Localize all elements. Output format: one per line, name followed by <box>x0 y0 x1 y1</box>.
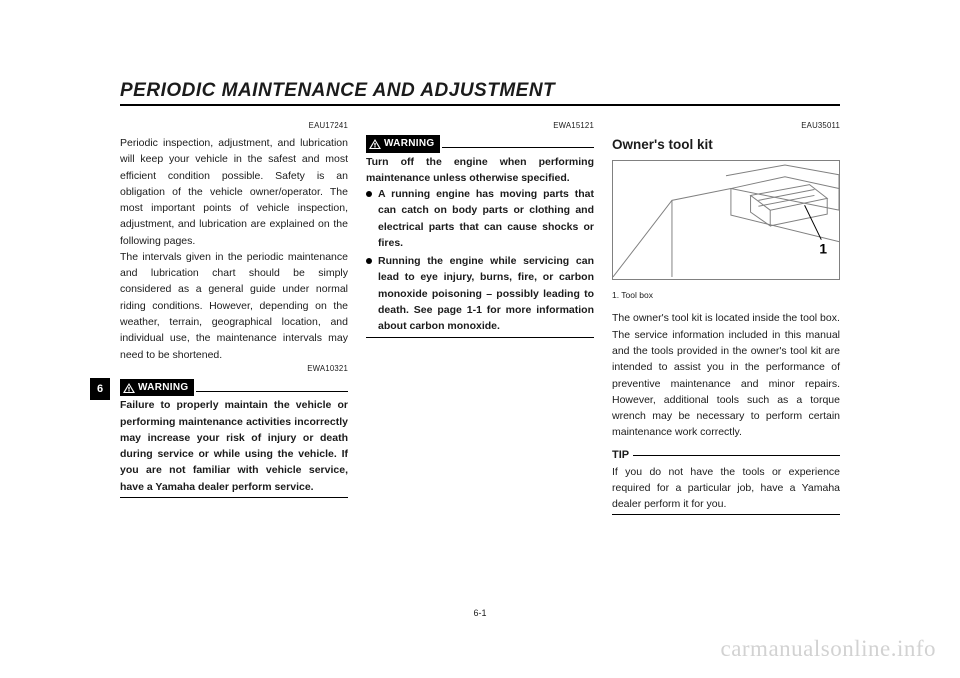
list-item: A running engine has moving parts that c… <box>366 186 594 251</box>
column-1: EAU17241 Periodic inspection, adjustment… <box>120 120 348 515</box>
bullet-text: Running the engine while servicing can l… <box>378 253 594 334</box>
callout-number: 1 <box>819 241 827 256</box>
header-rule <box>120 104 840 106</box>
warning-lead: Turn off the engine when performing main… <box>366 154 594 187</box>
illustration-caption: 1. Tool box <box>612 289 840 302</box>
section-tab: 6 <box>90 378 110 400</box>
tip-label: TIP <box>612 447 629 464</box>
warning-text: Failure to properly maintain the vehicle… <box>120 397 348 495</box>
page: PERIODIC MAINTENANCE AND ADJUSTMENT 6 EA… <box>0 0 960 678</box>
warning-badge: WARNING <box>366 135 440 153</box>
page-title: PERIODIC MAINTENANCE AND ADJUSTMENT <box>120 80 840 102</box>
warning-rule <box>196 391 348 392</box>
watermark: carmanualsonline.info <box>720 636 936 662</box>
section-title: Owner's tool kit <box>612 135 840 156</box>
tip-heading: TIP <box>612 447 840 464</box>
warning-bullets: A running engine has moving parts that c… <box>366 186 594 334</box>
warning-badge: WARNING <box>120 379 194 397</box>
warning-heading: WARNING <box>366 135 594 153</box>
body-paragraph: The owner's tool kit is located inside t… <box>612 310 840 326</box>
warning-rule <box>442 147 594 148</box>
ref-code: EWA15121 <box>366 120 594 132</box>
end-rule <box>366 337 594 338</box>
bullet-icon <box>366 258 372 264</box>
intro-paragraph: Periodic inspection, adjustment, and lub… <box>120 135 348 249</box>
bullet-icon <box>366 191 372 197</box>
intervals-paragraph: The intervals given in the periodic main… <box>120 249 348 363</box>
warning-triangle-icon <box>123 383 135 393</box>
column-2: EWA15121 WARNING Turn off the engine whe… <box>366 120 594 515</box>
ref-code: EWA10321 <box>120 363 348 375</box>
warning-heading: WARNING <box>120 379 348 397</box>
toolbox-illustration: 1 <box>612 160 840 280</box>
end-rule <box>120 497 348 498</box>
warning-label: WARNING <box>138 380 188 396</box>
warning-label: WARNING <box>384 136 434 152</box>
columns: EAU17241 Periodic inspection, adjustment… <box>120 120 840 515</box>
tip-text: If you do not have the tools or experien… <box>612 464 840 513</box>
list-item: Running the engine while servicing can l… <box>366 253 594 334</box>
bullet-text: A running engine has moving parts that c… <box>378 186 594 251</box>
ref-code: EAU35011 <box>612 120 840 132</box>
ref-code: EAU17241 <box>120 120 348 132</box>
page-number: 6-1 <box>0 608 960 618</box>
end-rule <box>612 514 840 515</box>
column-3: EAU35011 Owner's tool kit 1 <box>612 120 840 515</box>
warning-triangle-icon <box>369 139 381 149</box>
body-paragraph: The service information included in this… <box>612 327 840 441</box>
tip-rule <box>633 455 840 456</box>
